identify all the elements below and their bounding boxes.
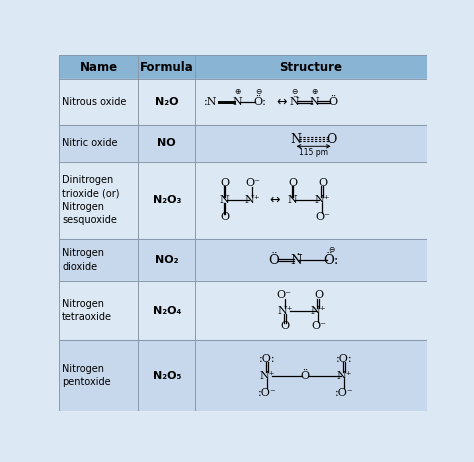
Text: N⁺: N⁺: [277, 306, 293, 316]
Text: O: O: [281, 321, 290, 331]
Text: Nitrogen
dioxide: Nitrogen dioxide: [62, 249, 104, 272]
Text: O⁻: O⁻: [276, 291, 292, 300]
Text: O⁻: O⁻: [246, 178, 261, 188]
Text: ⊕: ⊕: [234, 87, 241, 97]
Text: ⊖: ⊖: [291, 87, 298, 97]
Text: N₂O₄: N₂O₄: [153, 306, 181, 316]
Text: O: O: [220, 213, 229, 222]
Text: ↔: ↔: [269, 194, 279, 207]
Text: ⊕: ⊕: [311, 87, 318, 97]
Text: O⁻: O⁻: [316, 213, 330, 222]
Text: Nitrogen
pentoxide: Nitrogen pentoxide: [62, 364, 111, 387]
Bar: [59, 239, 427, 281]
Text: :O:: :O:: [336, 353, 352, 364]
Text: Ö: Ö: [269, 254, 280, 267]
Text: N: N: [288, 195, 297, 205]
Text: Formula: Formula: [140, 61, 193, 73]
Text: Dinitrogen
trioxide (or)
Nitrogen
sesquoxide: Dinitrogen trioxide (or) Nitrogen sesquo…: [62, 176, 120, 225]
Bar: [59, 79, 427, 125]
Bar: [59, 125, 427, 162]
Text: N⁺: N⁺: [336, 371, 352, 381]
Text: O: O: [326, 133, 336, 146]
Text: N⁺: N⁺: [259, 371, 274, 381]
Bar: [59, 55, 427, 79]
Text: Name: Name: [80, 61, 118, 73]
Text: O: O: [220, 178, 229, 188]
Text: ⊖: ⊖: [328, 245, 335, 254]
Text: :O⁻: :O⁻: [335, 388, 353, 398]
Text: Ö: Ö: [301, 371, 310, 381]
Text: Structure: Structure: [279, 61, 342, 73]
Text: ↔: ↔: [276, 95, 287, 109]
Text: N₂O₃: N₂O₃: [153, 195, 181, 205]
Text: N: N: [219, 195, 229, 205]
Text: 115 pm: 115 pm: [299, 148, 328, 157]
Text: N₂O₅: N₂O₅: [153, 371, 181, 381]
Text: Ṅ: Ṅ: [291, 254, 302, 267]
Bar: [59, 340, 427, 411]
Text: O: O: [319, 178, 328, 188]
Text: :O:: :O:: [258, 353, 275, 364]
Text: ⊖: ⊖: [255, 87, 262, 97]
Text: N̈: N̈: [290, 97, 299, 107]
Text: Nitric oxide: Nitric oxide: [62, 139, 118, 148]
Text: O: O: [315, 291, 324, 300]
Text: :N: :N: [204, 97, 218, 107]
Text: NO₂: NO₂: [155, 255, 178, 265]
Text: N: N: [291, 133, 301, 146]
Text: Nitrogen
tetraoxide: Nitrogen tetraoxide: [62, 299, 112, 322]
Text: Nitrous oxide: Nitrous oxide: [62, 97, 127, 107]
Text: Ö:: Ö:: [323, 254, 339, 267]
Text: NO: NO: [157, 139, 176, 148]
Text: Ö: Ö: [328, 97, 337, 107]
Text: N⁺: N⁺: [245, 195, 260, 205]
Text: :O⁻: :O⁻: [257, 388, 276, 398]
Text: O⁻: O⁻: [312, 321, 327, 331]
Bar: [59, 162, 427, 239]
Text: N: N: [233, 97, 242, 107]
Text: N⁺: N⁺: [310, 306, 326, 316]
Text: N₂O: N₂O: [155, 97, 178, 107]
Text: N⁺: N⁺: [314, 195, 329, 205]
Bar: [59, 281, 427, 340]
Text: N: N: [310, 97, 319, 107]
Text: Ö:: Ö:: [253, 97, 266, 107]
Text: O: O: [288, 178, 297, 188]
